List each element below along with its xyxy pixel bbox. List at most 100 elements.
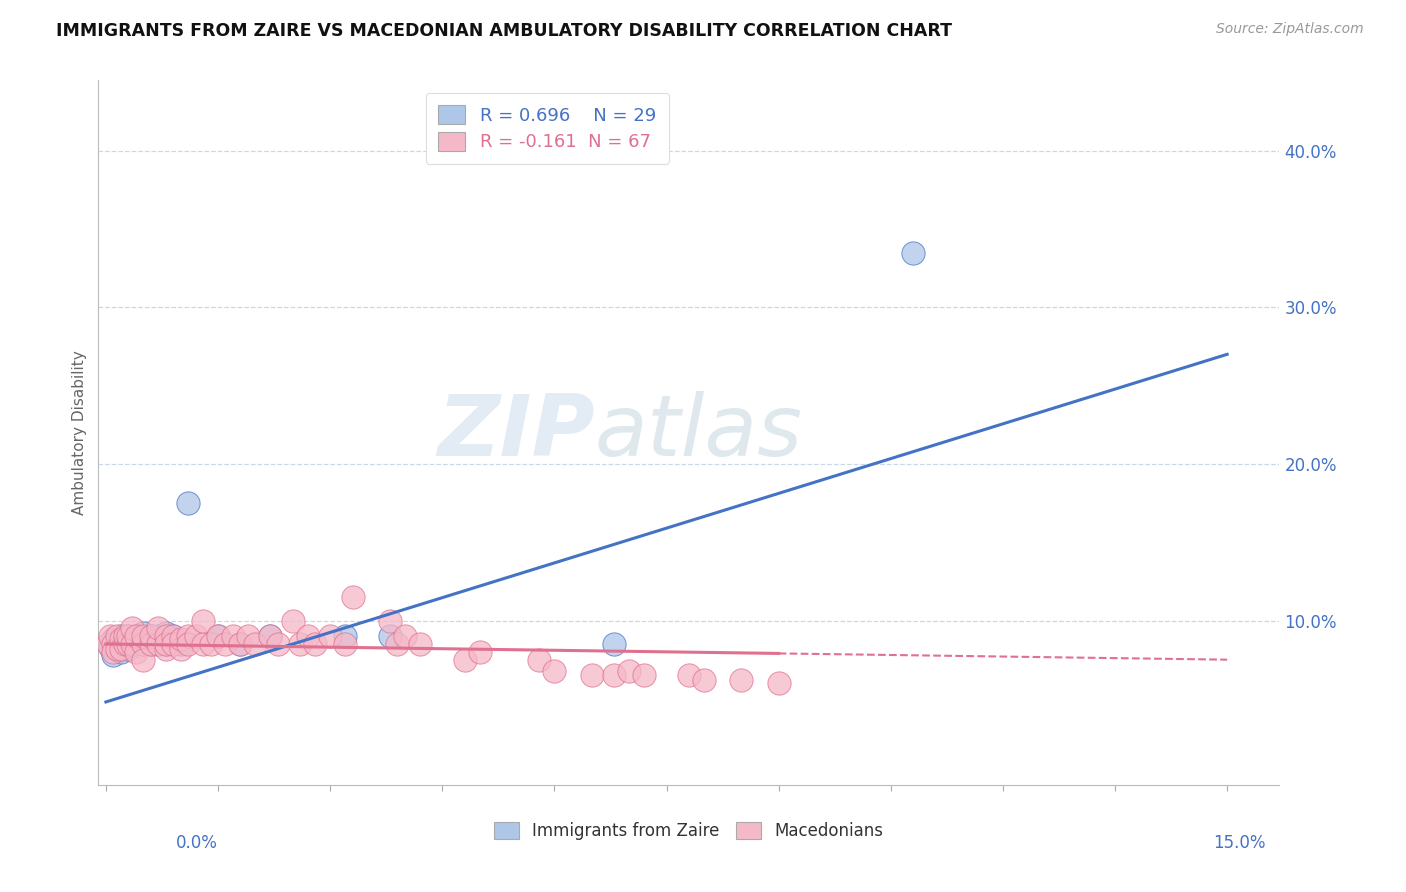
- Point: [207, 629, 229, 643]
- Point: [125, 645, 148, 659]
- Point: [105, 629, 128, 643]
- Point: [454, 653, 477, 667]
- Point: [259, 629, 281, 643]
- Point: [139, 629, 162, 643]
- Point: [132, 626, 155, 640]
- Point: [319, 629, 342, 643]
- Point: [177, 629, 200, 643]
- Point: [387, 637, 409, 651]
- Point: [155, 637, 177, 651]
- Point: [132, 653, 155, 667]
- Point: [191, 614, 214, 628]
- Point: [333, 637, 356, 651]
- Point: [117, 641, 139, 656]
- Point: [117, 637, 139, 651]
- Point: [103, 637, 125, 651]
- Point: [290, 637, 312, 651]
- Point: [169, 637, 191, 651]
- Point: [409, 637, 432, 651]
- Point: [633, 668, 655, 682]
- Point: [200, 637, 222, 651]
- Point: [103, 645, 125, 659]
- Point: [139, 637, 162, 651]
- Point: [901, 245, 924, 260]
- Point: [117, 629, 139, 643]
- Point: [267, 637, 290, 651]
- Point: [281, 614, 304, 628]
- Text: Source: ZipAtlas.com: Source: ZipAtlas.com: [1216, 22, 1364, 37]
- Point: [125, 629, 148, 643]
- Point: [105, 637, 128, 651]
- Point: [155, 629, 177, 643]
- Point: [177, 496, 200, 510]
- Point: [117, 629, 139, 643]
- Legend: Immigrants from Zaire, Macedonians: Immigrants from Zaire, Macedonians: [488, 815, 890, 847]
- Point: [132, 637, 155, 651]
- Point: [125, 629, 148, 643]
- Point: [148, 637, 170, 651]
- Point: [297, 629, 319, 643]
- Point: [121, 621, 143, 635]
- Point: [97, 637, 120, 651]
- Point: [148, 621, 170, 635]
- Point: [103, 632, 125, 647]
- Point: [110, 641, 132, 656]
- Point: [169, 632, 191, 647]
- Point: [529, 653, 551, 667]
- Point: [617, 664, 640, 678]
- Point: [191, 637, 214, 651]
- Text: IMMIGRANTS FROM ZAIRE VS MACEDONIAN AMBULATORY DISABILITY CORRELATION CHART: IMMIGRANTS FROM ZAIRE VS MACEDONIAN AMBU…: [56, 22, 952, 40]
- Point: [214, 637, 236, 651]
- Point: [139, 629, 162, 643]
- Point: [342, 590, 364, 604]
- Point: [184, 629, 207, 643]
- Point: [581, 668, 603, 682]
- Point: [222, 629, 245, 643]
- Point: [378, 614, 401, 628]
- Point: [103, 648, 125, 662]
- Point: [304, 637, 326, 651]
- Point: [148, 629, 170, 643]
- Point: [543, 664, 565, 678]
- Point: [139, 637, 162, 651]
- Point: [730, 673, 752, 687]
- Point: [259, 629, 281, 643]
- Text: atlas: atlas: [595, 391, 803, 475]
- Point: [678, 668, 700, 682]
- Point: [333, 629, 356, 643]
- Point: [155, 626, 177, 640]
- Text: ZIP: ZIP: [437, 391, 595, 475]
- Point: [468, 645, 491, 659]
- Point: [148, 637, 170, 651]
- Point: [603, 668, 626, 682]
- Point: [768, 676, 790, 690]
- Point: [110, 629, 132, 643]
- Point: [114, 637, 136, 651]
- Point: [693, 673, 716, 687]
- Text: 15.0%: 15.0%: [1213, 834, 1265, 852]
- Point: [245, 637, 267, 651]
- Point: [114, 629, 136, 643]
- Point: [394, 629, 416, 643]
- Point: [162, 629, 184, 643]
- Point: [132, 637, 155, 651]
- Point: [105, 641, 128, 656]
- Point: [110, 632, 132, 647]
- Point: [162, 637, 184, 651]
- Point: [132, 629, 155, 643]
- Point: [98, 629, 121, 643]
- Point: [378, 629, 401, 643]
- Point: [98, 640, 121, 655]
- Point: [603, 637, 626, 651]
- Point: [110, 645, 132, 659]
- Y-axis label: Ambulatory Disability: Ambulatory Disability: [72, 351, 87, 515]
- Point: [155, 637, 177, 651]
- Point: [114, 637, 136, 651]
- Point: [207, 629, 229, 643]
- Point: [121, 637, 143, 651]
- Point: [155, 641, 177, 656]
- Point: [162, 629, 184, 643]
- Point: [236, 629, 259, 643]
- Point: [169, 641, 191, 656]
- Point: [229, 637, 252, 651]
